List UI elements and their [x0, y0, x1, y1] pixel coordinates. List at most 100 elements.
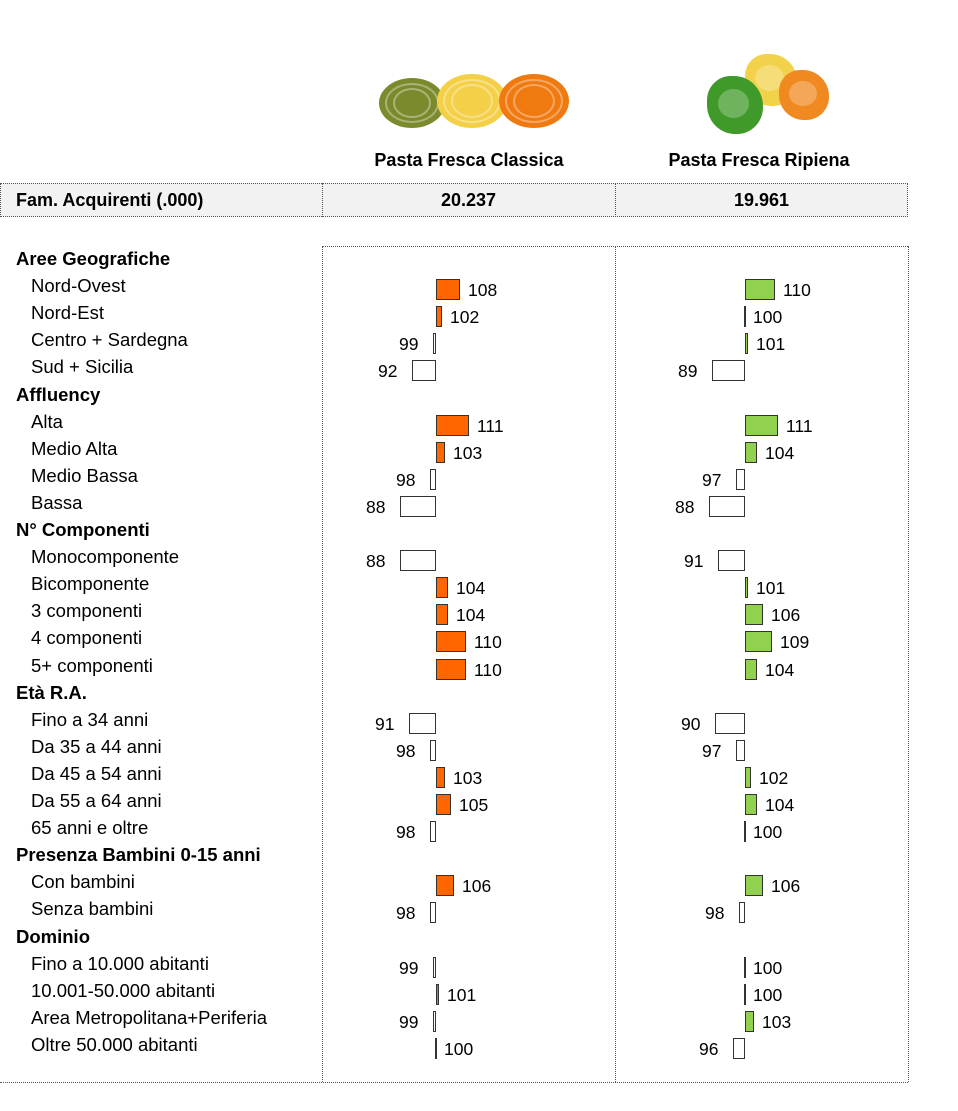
data-label-ripiena: 89 — [678, 361, 698, 382]
bar-ripiena — [739, 902, 745, 924]
bar-classica — [430, 468, 436, 490]
table-right-border — [908, 246, 909, 1082]
bar-ripiena — [745, 766, 751, 788]
data-label-ripiena: 106 — [771, 876, 801, 897]
table-divider-2 — [615, 246, 616, 1082]
data-label-ripiena: 102 — [759, 767, 789, 788]
data-label-classica: 102 — [450, 307, 480, 328]
category-label: 3 componenti — [31, 600, 143, 622]
bar-ripiena — [745, 794, 757, 815]
summary-value-ripiena: 19.961 — [733, 190, 790, 210]
data-label-ripiena: 100 — [753, 822, 783, 843]
data-label-ripiena: 88 — [675, 496, 695, 517]
category-label: Sud + Sicilia — [31, 356, 134, 378]
bar-classica — [436, 306, 442, 328]
bar-ripiena — [745, 441, 757, 463]
data-label-classica: 99 — [399, 957, 419, 978]
data-label-classica: 88 — [366, 551, 386, 572]
data-label-ripiena: 101 — [756, 578, 786, 599]
data-label-ripiena: 109 — [780, 632, 810, 653]
data-label-classica: 110 — [474, 659, 502, 680]
bar-classica — [400, 550, 436, 572]
column-title-classica: Pasta Fresca Classica — [374, 150, 564, 170]
data-label-classica: 103 — [453, 442, 483, 463]
category-label: Monocomponente — [31, 546, 180, 568]
bar-classica — [400, 495, 436, 517]
bar-classica — [436, 441, 445, 463]
category-label: Area Metropolitana+Periferia — [31, 1006, 268, 1028]
bar-ripiena — [712, 360, 745, 382]
data-label-ripiena: 90 — [681, 713, 701, 734]
summary-value-classica: 20.237 — [440, 190, 497, 210]
bar-classica — [436, 279, 460, 301]
bar-classica — [436, 875, 454, 897]
column-title-ripiena: Pasta Fresca Ripiena — [668, 150, 850, 170]
bar-ripiena — [745, 414, 778, 436]
bar-ripiena — [715, 712, 745, 734]
bar-classica — [433, 333, 436, 355]
group-label: Presenza Bambini 0-15 anni — [16, 844, 261, 866]
summary-divider-1 — [322, 183, 323, 217]
data-label-classica: 98 — [396, 822, 416, 843]
category-label: Bicomponente — [31, 573, 150, 595]
category-label: Con bambini — [31, 871, 135, 893]
bar-classica — [433, 1010, 436, 1032]
bar-ripiena — [745, 279, 775, 301]
category-label: 65 anni e oltre — [31, 817, 149, 839]
bar-ripiena — [745, 333, 748, 355]
category-label: Da 55 a 64 anni — [31, 790, 162, 811]
data-label-classica: 104 — [456, 605, 486, 626]
category-label: Da 35 a 44 anni — [31, 735, 162, 757]
bar-ripiena — [736, 739, 745, 761]
data-label-classica: 103 — [453, 767, 483, 788]
data-label-ripiena: 100 — [753, 984, 783, 1005]
data-label-ripiena: 96 — [699, 1038, 719, 1059]
category-label: Bassa — [31, 491, 83, 513]
bar-ripiena — [736, 468, 745, 490]
bar-ripiena — [745, 631, 772, 653]
bar-classica — [412, 360, 436, 382]
bar-classica — [436, 983, 439, 1005]
data-label-classica: 101 — [447, 984, 477, 1005]
category-label: Medio Alta — [31, 437, 118, 459]
bar-ripiena — [745, 875, 763, 897]
category-label: Da 45 a 54 anni — [31, 762, 162, 784]
bar-classica — [436, 577, 448, 599]
data-label-ripiena: 98 — [705, 903, 725, 924]
bar-ripiena — [733, 1037, 745, 1059]
data-label-ripiena: 100 — [753, 307, 783, 328]
category-label: Oltre 50.000 abitanti — [31, 1033, 198, 1055]
tortellini-icon — [705, 52, 835, 142]
summary-row — [0, 183, 908, 217]
data-label-classica: 111 — [477, 415, 504, 436]
data-label-ripiena: 103 — [762, 1011, 792, 1032]
data-label-classica: 106 — [462, 876, 492, 897]
bar-classica — [430, 902, 436, 924]
data-label-classica: 104 — [456, 578, 486, 599]
category-label: Medio Bassa — [31, 464, 138, 486]
group-label: Affluency — [16, 383, 101, 405]
bar-ripiena — [745, 577, 748, 599]
table-bottom-border — [0, 1082, 908, 1083]
bar-ripiena — [709, 495, 745, 517]
summary-divider-2 — [615, 183, 616, 217]
data-label-classica: 99 — [399, 334, 419, 355]
table-divider-1 — [322, 246, 323, 1082]
bar-classica — [436, 794, 451, 815]
group-label: Dominio — [16, 925, 90, 947]
data-label-classica: 110 — [474, 632, 502, 653]
data-label-ripiena: 104 — [765, 442, 795, 463]
group-label: Aree Geografiche — [16, 248, 171, 269]
data-label-classica: 98 — [396, 469, 416, 490]
category-label: Nord-Ovest — [31, 275, 126, 297]
bar-ripiena — [745, 658, 757, 680]
bar-classica — [430, 739, 436, 761]
bar-classica — [433, 956, 436, 978]
data-label-classica: 91 — [375, 713, 395, 734]
data-label-classica: 88 — [366, 496, 386, 517]
bar-classica — [436, 414, 469, 436]
bar-classica — [436, 658, 466, 680]
data-label-classica: 105 — [459, 795, 489, 815]
category-label: Fino a 10.000 abitanti — [31, 952, 209, 974]
category-label: 5+ componenti — [31, 654, 153, 676]
